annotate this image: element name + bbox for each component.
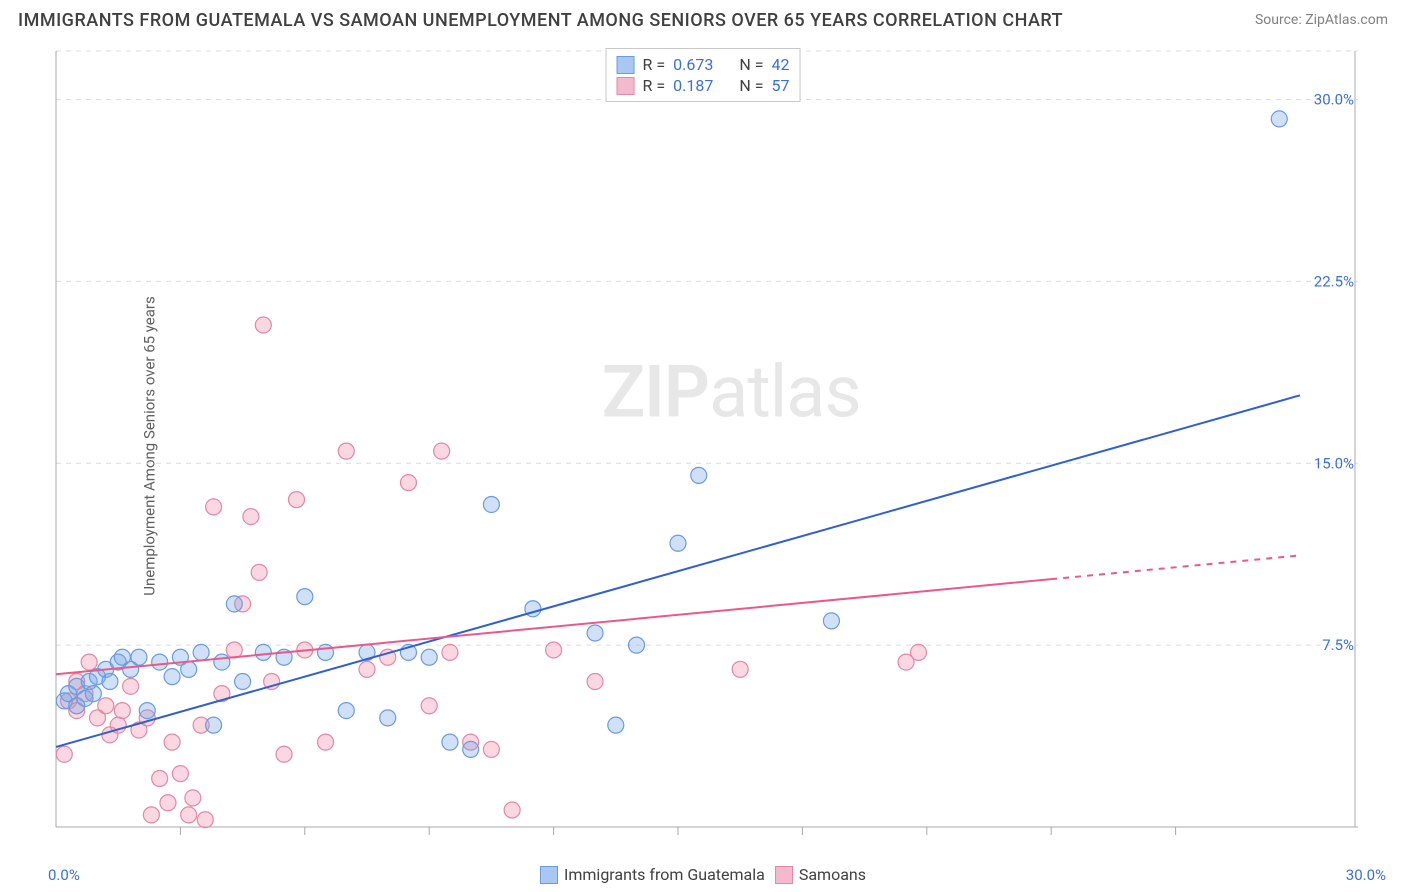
swatch-guatemala-icon: [540, 866, 558, 884]
source-attribution: Source: ZipAtlas.com: [1255, 12, 1388, 28]
legend-label-samoans: Samoans: [799, 865, 866, 884]
swatch-samoans-icon: [775, 866, 793, 884]
swatch-guatemala-icon: [617, 56, 635, 74]
series-legend: Immigrants from Guatemala Samoans: [540, 865, 866, 884]
legend-row-guatemala: R = 0.673 N = 42: [617, 55, 790, 74]
x-axis-min-label: 0.0%: [48, 866, 80, 884]
chart-title: IMMIGRANTS FROM GUATEMALA VS SAMOAN UNEM…: [18, 10, 1063, 31]
correlation-legend: R = 0.673 N = 42 R = 0.187 N = 57: [606, 48, 801, 102]
scatter-plot: 7.5% 15.0% 22.5% 30.0%: [50, 45, 1360, 845]
swatch-samoans-icon: [617, 77, 635, 95]
legend-label-guatemala: Immigrants from Guatemala: [564, 865, 765, 884]
y-tick-label: 7.5%: [1322, 636, 1354, 654]
series-Samoans: [56, 317, 926, 828]
y-tick-label: 15.0%: [1314, 454, 1354, 472]
y-tick-label: 30.0%: [1314, 91, 1354, 109]
x-axis-max-label: 30.0%: [1346, 866, 1386, 884]
y-tick-label: 22.5%: [1314, 272, 1354, 290]
legend-row-samoans: R = 0.187 N = 57: [617, 76, 790, 95]
series-Immigrants from Guatemala: [56, 111, 1287, 758]
